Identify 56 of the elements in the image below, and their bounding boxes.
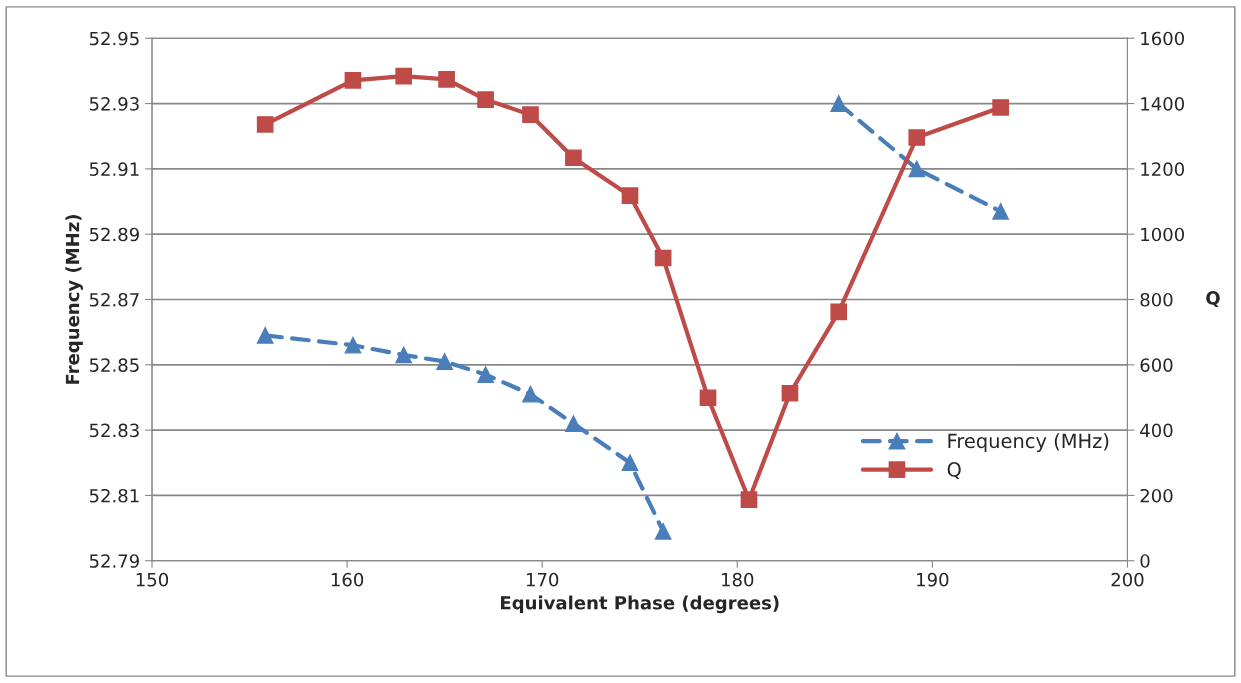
point: [621, 187, 639, 204]
x-tick-label: 180: [722, 572, 754, 587]
point: [740, 491, 758, 509]
x-tick-label: 170: [526, 572, 559, 587]
y2-tick-label: 800: [1140, 292, 1173, 307]
point: [256, 327, 274, 344]
point: [699, 389, 717, 407]
y-tick-label: 52.85: [89, 358, 139, 372]
y-tick-label: 52.81: [89, 488, 139, 503]
point: [830, 95, 848, 112]
point: [522, 106, 539, 123]
x-tick-label: 200: [1111, 572, 1144, 587]
x-tick-label: 190: [917, 572, 949, 587]
legend-label: Q: [947, 462, 961, 480]
point: [256, 116, 274, 133]
point: [654, 249, 672, 267]
y2-axis-title: Q: [1206, 291, 1220, 308]
y-tick-label: 52.93: [89, 97, 139, 111]
y-tick-label: 52.91: [89, 162, 139, 176]
point: [344, 72, 362, 89]
y2-tick-label: 1000: [1141, 227, 1185, 242]
y2-tick-label: 400: [1140, 423, 1173, 438]
point: [992, 202, 1009, 220]
y2-tick-label: 200: [1140, 488, 1173, 503]
point: [908, 160, 926, 178]
y-axis-title: Frequency (MHz): [65, 215, 83, 384]
y-tick-label: 52.89: [89, 227, 139, 242]
y2-tick-label: 1600: [1141, 31, 1185, 46]
point: [830, 303, 848, 321]
y2-tick-label: 600: [1140, 358, 1173, 372]
x-tick-label: 150: [136, 572, 169, 587]
point: [565, 415, 582, 432]
point: [654, 523, 672, 540]
y2-tick-label: 1200: [1141, 162, 1185, 176]
y2-tick-label: 0: [1140, 554, 1150, 568]
point: [438, 71, 455, 88]
y-tick-label: 52.87: [89, 292, 139, 307]
point: [395, 346, 413, 364]
point: [477, 366, 494, 383]
point: [436, 353, 453, 370]
x-axis-title: Equivalent Phase (degrees): [501, 595, 779, 614]
point: [395, 67, 413, 85]
y-tick-label: 52.79: [89, 554, 139, 568]
x-tick-label: 160: [331, 572, 364, 587]
point: [477, 91, 494, 108]
point: [781, 384, 799, 402]
legend-label: Frequency (MHz): [948, 433, 1109, 452]
point: [344, 336, 362, 354]
point: [522, 385, 539, 403]
y2-tick-label: 1400: [1141, 97, 1185, 111]
point: [621, 454, 639, 472]
y-tick-label: 52.95: [89, 31, 139, 46]
point: [992, 99, 1009, 116]
point: [908, 129, 926, 146]
point: [565, 149, 582, 167]
y-tick-label: 52.83: [89, 423, 139, 438]
